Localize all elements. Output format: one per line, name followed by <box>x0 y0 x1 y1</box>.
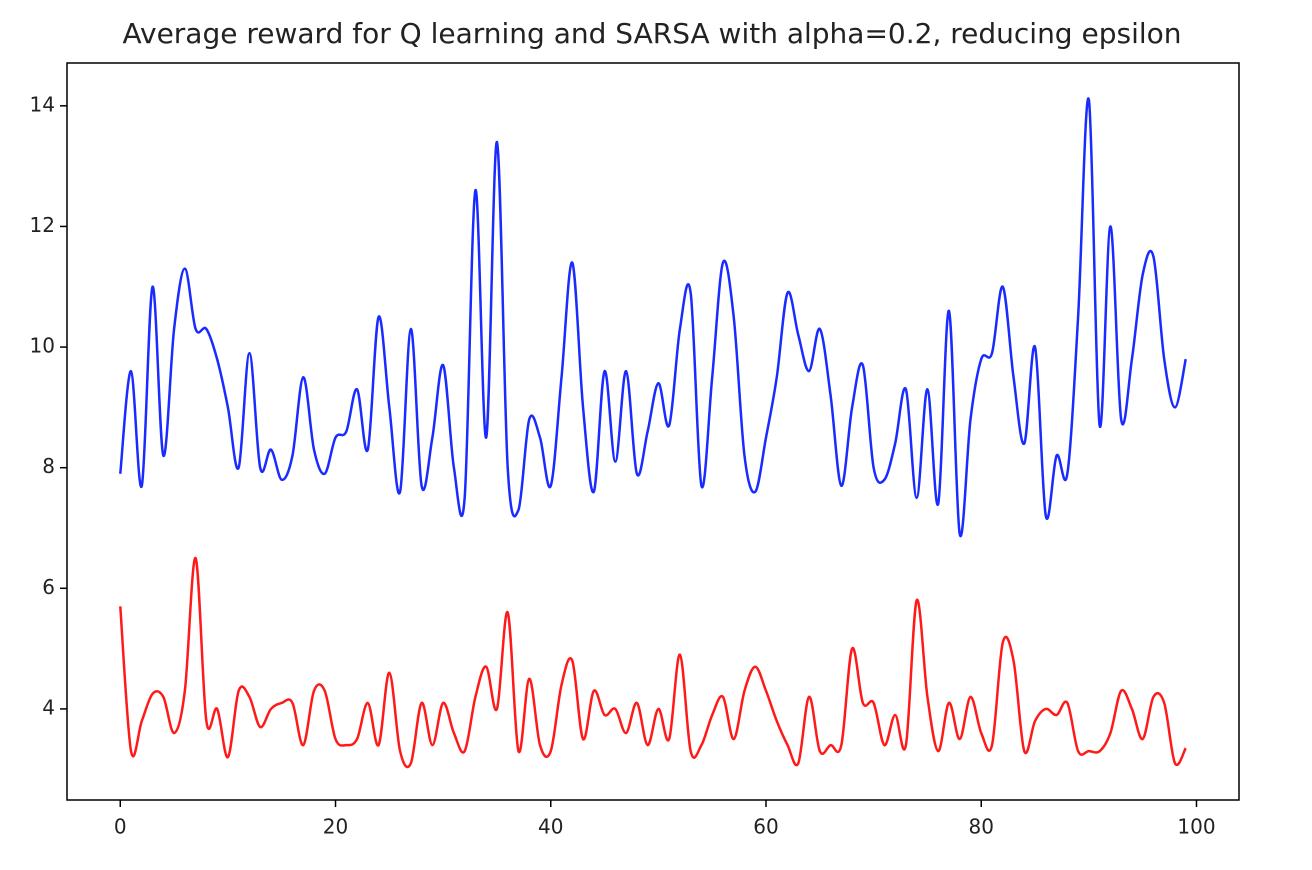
y-tick-label: 14 <box>30 92 55 116</box>
x-tick-label: 60 <box>753 815 778 839</box>
y-tick-label: 6 <box>42 575 55 599</box>
y-tick-label: 4 <box>42 695 55 719</box>
x-tick-label: 40 <box>538 815 563 839</box>
x-tick-label: 20 <box>323 815 348 839</box>
y-tick-label: 8 <box>42 454 55 478</box>
chart-title: Average reward for Q learning and SARSA … <box>122 17 1181 50</box>
x-tick-label: 0 <box>114 815 127 839</box>
line-series <box>119 556 1187 769</box>
line-series <box>119 97 1187 538</box>
y-tick-label: 12 <box>30 213 55 237</box>
x-tick-label: 100 <box>1177 815 1215 839</box>
y-tick-label: 10 <box>30 334 55 358</box>
plot-frame <box>66 62 1240 801</box>
x-tick-label: 80 <box>969 815 994 839</box>
